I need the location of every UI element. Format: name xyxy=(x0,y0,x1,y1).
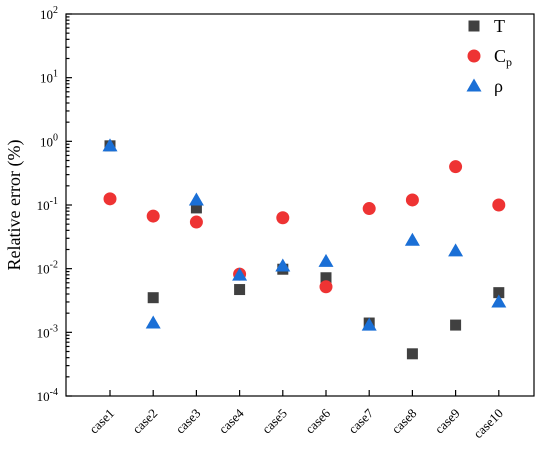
point-square xyxy=(450,319,462,331)
point-circle xyxy=(319,280,333,294)
y-tick-label: 10-1 xyxy=(37,196,58,213)
legend-label: ρ xyxy=(494,76,503,96)
x-tick-label: case10 xyxy=(470,406,506,442)
y-tick-exponent: 2 xyxy=(53,5,58,16)
point-triangle xyxy=(232,267,248,281)
point-square xyxy=(493,287,505,299)
point-triangle xyxy=(361,317,377,331)
x-tick-label: case2 xyxy=(129,406,160,437)
legend-marker-circle xyxy=(467,49,481,63)
legend-label-subscript: p xyxy=(506,55,512,69)
y-tick-base: 10 xyxy=(40,71,53,86)
point-triangle xyxy=(145,315,161,329)
y-tick-exponent: 1 xyxy=(53,69,58,80)
y-tick-label: 10-4 xyxy=(37,387,58,404)
point-square xyxy=(234,284,246,296)
point-circle xyxy=(362,202,376,216)
x-tick-label: case6 xyxy=(302,405,333,436)
y-tick-base: 10 xyxy=(40,7,53,22)
y-tick-exponent: -2 xyxy=(50,260,58,271)
point-square xyxy=(190,202,202,214)
point-triangle xyxy=(404,232,420,246)
y-tick-exponent: -1 xyxy=(50,196,58,207)
y-tick-label: 10-2 xyxy=(37,260,58,277)
point-triangle xyxy=(188,192,204,206)
x-tick-label: case7 xyxy=(345,405,376,436)
y-tick-exponent: -4 xyxy=(50,387,58,398)
legend-label: Cp xyxy=(494,46,512,69)
legend-marker-triangle xyxy=(466,78,482,92)
point-circle xyxy=(449,160,463,174)
point-circle xyxy=(189,215,203,229)
y-tick-exponent: 0 xyxy=(53,132,58,143)
point-circle xyxy=(276,211,290,225)
point-square xyxy=(406,348,418,360)
point-triangle xyxy=(275,258,291,272)
y-tick-label: 102 xyxy=(40,5,58,22)
point-circle xyxy=(405,193,419,207)
point-square xyxy=(147,292,159,304)
y-tick-base: 10 xyxy=(37,198,50,213)
y-axis-label: Relative error (%) xyxy=(4,140,25,271)
y-tick-base: 10 xyxy=(37,325,50,340)
point-square xyxy=(320,272,332,284)
point-triangle xyxy=(491,294,507,308)
x-axis-ticks: case1 case2 case3 case4 case5 case6 case7 case8… xyxy=(86,390,506,441)
y-tick-label: 101 xyxy=(40,69,58,86)
legend-label-main: T xyxy=(494,16,505,36)
point-triangle xyxy=(318,253,334,267)
y-tick-label: 100 xyxy=(40,132,58,149)
x-tick-label: case4 xyxy=(216,405,247,436)
legend-label: T xyxy=(494,16,505,36)
point-circle xyxy=(146,209,160,223)
point-triangle xyxy=(102,138,118,152)
data-marks xyxy=(102,138,507,360)
x-tick-label: case5 xyxy=(259,406,290,437)
point-circle xyxy=(492,198,506,212)
x-tick-label: case8 xyxy=(388,406,419,437)
point-triangle xyxy=(448,243,464,257)
y-tick-base: 10 xyxy=(37,262,50,277)
y-tick-label: 10-3 xyxy=(37,323,58,340)
x-tick-label: case1 xyxy=(86,406,117,437)
legend-marker-square xyxy=(468,20,480,32)
x-tick-label: case9 xyxy=(432,406,463,437)
y-tick-base: 10 xyxy=(37,389,50,404)
plot-frame xyxy=(65,13,535,397)
y-tick-base: 10 xyxy=(40,134,53,149)
x-tick-label: case3 xyxy=(172,406,203,437)
point-circle xyxy=(103,192,117,206)
legend-label-main: ρ xyxy=(494,76,503,96)
y-tick-exponent: -3 xyxy=(50,323,58,334)
legend-label-main: C xyxy=(494,46,506,66)
